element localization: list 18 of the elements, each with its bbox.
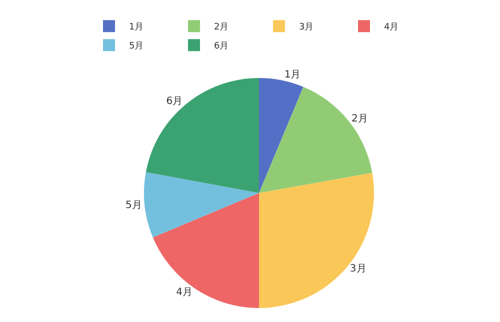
slice-label: 3月 xyxy=(350,264,366,275)
legend-label: 4月 xyxy=(384,22,399,33)
slice-label: 5月 xyxy=(126,200,142,211)
legend-label: 5月 xyxy=(129,42,144,52)
pie-slice xyxy=(259,172,374,308)
legend-label: 1月 xyxy=(129,22,144,33)
slice-label: 4月 xyxy=(176,287,193,298)
slice-label: 1月 xyxy=(284,69,301,80)
pie-slice xyxy=(146,78,259,193)
pie-slice xyxy=(259,78,304,193)
slice-label: 2月 xyxy=(352,113,368,124)
legend-label: 6月 xyxy=(214,42,229,52)
pie-slice xyxy=(152,193,259,308)
pie-slice xyxy=(144,172,259,238)
legend-label: 3月 xyxy=(299,22,314,33)
legend-label: 2月 xyxy=(214,22,229,33)
slice-label: 6月 xyxy=(166,96,183,107)
pie-slice xyxy=(259,86,372,193)
